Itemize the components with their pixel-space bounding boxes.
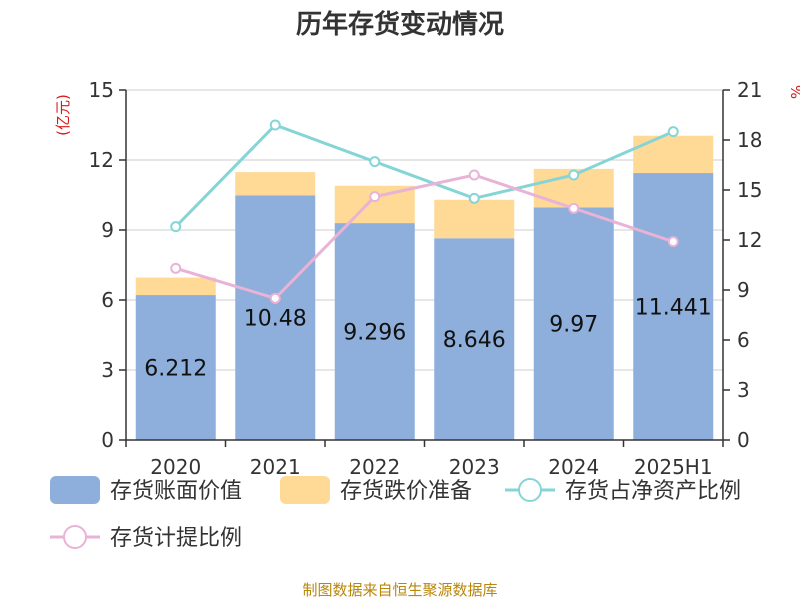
bar-value-label: 8.646: [443, 328, 506, 353]
right-tick-label: 6: [737, 328, 750, 352]
legend-item: 存货跌价准备: [280, 476, 472, 504]
legend-label: 存货计提比例: [110, 526, 242, 551]
left-axis-unit: (亿元): [54, 94, 72, 136]
left-tick-label: 15: [89, 78, 114, 102]
bar: [434, 238, 515, 440]
data-source: 制图数据来自恒生聚源数据库: [302, 581, 497, 599]
bar: [235, 172, 316, 196]
x-tick-label: 2025H1: [634, 455, 713, 479]
right-axis-unit: %: [788, 85, 800, 99]
bar: [434, 199, 515, 239]
line-point: [468, 169, 480, 181]
line-point: [170, 221, 182, 233]
right-tick-label: 12: [737, 228, 762, 252]
line-point: [369, 156, 381, 168]
bar-value-labels: 6.212 10.48 9.296 8.646 9.97 11.441: [144, 296, 711, 382]
line-point: [468, 192, 480, 204]
line-point: [170, 262, 182, 274]
right-tick-label: 15: [737, 178, 762, 202]
line-point: [568, 169, 580, 181]
bar-series: [135, 135, 714, 440]
legend-label: 存货占净资产比例: [565, 479, 741, 504]
legend-swatch: [280, 476, 330, 504]
left-tick-label: 9: [101, 218, 114, 242]
bar-value-label: 11.441: [635, 296, 712, 321]
x-tick-label: 2022: [349, 455, 400, 479]
line-point: [667, 126, 679, 138]
right-tick-label: 21: [737, 78, 762, 102]
bar: [235, 195, 316, 440]
series-line: [174, 123, 674, 228]
line-point: [667, 236, 679, 248]
line-series: [170, 119, 679, 304]
left-tick-label: 12: [89, 148, 114, 172]
legend-item: 存货账面价值: [50, 476, 242, 504]
left-tick-label: 0: [101, 428, 114, 452]
line-point: [369, 191, 381, 203]
right-tick-label: 0: [737, 428, 750, 452]
chart-title: 历年存货变动情况: [296, 9, 504, 40]
series-line: [175, 173, 674, 301]
left-tick-label: 3: [101, 358, 114, 382]
axes: 0 3 6 9 12 15 0 3 6 9 12 15 18 21 2020 2021 2022 2023 2024…: [89, 78, 763, 479]
bar: [334, 223, 415, 440]
bar-value-label: 6.212: [144, 357, 207, 382]
legend-marker: [63, 525, 87, 549]
legend-marker: [518, 478, 542, 502]
left-tick-label: 6: [101, 288, 114, 312]
bar: [633, 135, 714, 174]
line-point: [568, 202, 580, 214]
grid-lines: [126, 89, 723, 371]
bar-value-label: 9.97: [549, 313, 598, 338]
x-tick-label: 2023: [449, 455, 500, 479]
right-tick-label: 18: [737, 128, 762, 152]
bar: [533, 207, 614, 440]
legend-label: 存货跌价准备: [340, 479, 472, 504]
legend-label: 存货账面价值: [110, 479, 242, 504]
line-point: [269, 292, 281, 304]
bar: [135, 277, 216, 296]
x-tick-label: 2020: [150, 455, 201, 479]
right-tick-label: 9: [737, 278, 750, 302]
right-tick-label: 3: [737, 378, 750, 402]
legend-item: 存货计提比例: [50, 525, 242, 551]
legend-item: 存货占净资产比例: [505, 478, 741, 504]
bar-value-label: 9.296: [343, 321, 406, 346]
line-point: [269, 119, 281, 131]
bar: [135, 295, 216, 440]
legend-swatch: [50, 476, 100, 504]
x-tick-label: 2021: [250, 455, 301, 479]
bar: [633, 173, 714, 440]
bar-value-label: 10.48: [244, 307, 307, 332]
x-tick-label: 2024: [548, 455, 599, 479]
